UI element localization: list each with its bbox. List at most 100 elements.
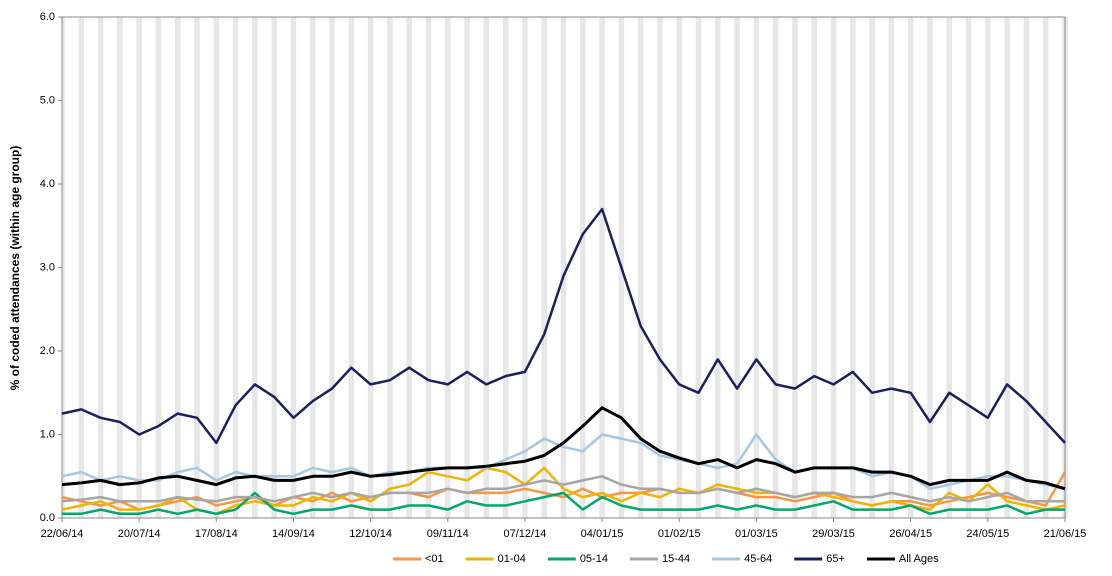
weekend-band bbox=[907, 17, 911, 518]
weekend-band bbox=[290, 17, 294, 518]
weekend-band bbox=[522, 17, 525, 518]
y-tick-label: 4.0 bbox=[40, 178, 55, 190]
weekend-band bbox=[155, 17, 159, 518]
weekend-band bbox=[621, 17, 625, 518]
weekend-band bbox=[274, 17, 277, 518]
x-tick-label: 20/07/14 bbox=[118, 528, 161, 540]
weekend-band bbox=[792, 17, 795, 518]
weekend-band bbox=[78, 17, 82, 518]
weekend-band bbox=[502, 17, 506, 518]
x-tick-label: 09/11/14 bbox=[427, 528, 469, 540]
x-tick-label: 22/06/14 bbox=[41, 528, 84, 540]
legend-label: 15-44 bbox=[662, 553, 690, 565]
y-tick-label: 3.0 bbox=[40, 261, 55, 273]
weekend-band bbox=[775, 17, 779, 518]
series-line bbox=[61, 466, 1066, 516]
weekend-band bbox=[1045, 17, 1049, 518]
x-tick-label: 29/03/15 bbox=[812, 528, 855, 540]
x-tick-label: 07/12/14 bbox=[504, 528, 547, 540]
weekend-band bbox=[640, 17, 644, 518]
y-tick-label: 2.0 bbox=[40, 345, 55, 357]
weekend-band bbox=[929, 17, 933, 518]
weekend-band bbox=[367, 17, 371, 518]
weekend-band bbox=[177, 17, 181, 518]
weekend-band bbox=[409, 17, 412, 518]
series-line bbox=[61, 207, 1066, 445]
weekend-band bbox=[910, 17, 914, 518]
weekend-band bbox=[232, 17, 236, 518]
weekend-band bbox=[659, 17, 663, 518]
weekend-band bbox=[428, 17, 432, 518]
weekend-band bbox=[927, 17, 930, 518]
weekend-band bbox=[734, 17, 738, 518]
series-line bbox=[62, 491, 1065, 516]
weekend-band bbox=[544, 17, 547, 518]
y-tick-label: 1.0 bbox=[40, 428, 55, 440]
weekend-band bbox=[370, 17, 374, 518]
legend-label: All Ages bbox=[899, 553, 939, 565]
weekend-band bbox=[852, 17, 856, 518]
weekend-band bbox=[637, 17, 641, 518]
weekend-band bbox=[483, 17, 487, 518]
weekend-band bbox=[1062, 17, 1065, 518]
weekend-band bbox=[486, 17, 490, 518]
weekend-band bbox=[949, 17, 953, 518]
weekend-band bbox=[158, 17, 162, 518]
weekend-band bbox=[560, 17, 564, 518]
weekend-band bbox=[329, 17, 333, 518]
x-tick-label: 14/09/14 bbox=[272, 528, 315, 540]
weekend-band bbox=[695, 17, 699, 518]
weekend-band bbox=[389, 17, 393, 518]
weekend-band bbox=[602, 17, 605, 518]
weekend-band bbox=[599, 17, 603, 518]
weekend-band bbox=[213, 17, 217, 518]
y-tick-label: 6.0 bbox=[40, 11, 55, 23]
weekend-band bbox=[946, 17, 950, 518]
legend-label: <01 bbox=[425, 553, 444, 565]
weekend-band bbox=[348, 17, 352, 518]
weekend-band bbox=[136, 17, 140, 518]
weekend-band bbox=[580, 17, 583, 518]
weekend-band bbox=[81, 17, 85, 518]
weekend-band bbox=[541, 17, 545, 518]
weekend-band bbox=[1026, 17, 1030, 518]
x-tick-label: 04/01/15 bbox=[581, 528, 624, 540]
x-tick-label: 01/03/15 bbox=[735, 528, 778, 540]
weekend-band bbox=[293, 17, 297, 518]
x-tick-label: 21/06/15 bbox=[1044, 528, 1087, 540]
weekend-band bbox=[814, 17, 818, 518]
weekend-band bbox=[968, 17, 972, 518]
weekend-band bbox=[464, 17, 468, 518]
weekend-band bbox=[985, 17, 988, 518]
weekend-band bbox=[891, 17, 895, 518]
weekend-band bbox=[117, 17, 120, 518]
weekend-band bbox=[216, 17, 220, 518]
weekend-band bbox=[197, 17, 200, 518]
weekend-band bbox=[563, 17, 567, 518]
weekend-band bbox=[833, 17, 837, 518]
weekend-band bbox=[872, 17, 875, 518]
weekend-band bbox=[582, 17, 586, 518]
y-tick-label: 0.0 bbox=[40, 512, 55, 524]
x-tick-label: 12/10/14 bbox=[349, 528, 392, 540]
weekend-band bbox=[753, 17, 757, 518]
weekend-band bbox=[387, 17, 390, 518]
weekend-band bbox=[447, 17, 451, 518]
weekend-band bbox=[794, 17, 798, 518]
weekend-band bbox=[698, 17, 702, 518]
weekend-band bbox=[657, 17, 660, 518]
weekend-band bbox=[811, 17, 815, 518]
weekend-band bbox=[174, 17, 178, 518]
weekend-band bbox=[1042, 17, 1046, 518]
legend-label: 05-14 bbox=[580, 553, 608, 565]
weekend-band bbox=[309, 17, 313, 518]
legend-label: 45-64 bbox=[744, 553, 772, 565]
weekend-band bbox=[737, 17, 740, 518]
weekend-band bbox=[254, 17, 258, 518]
weekend-band bbox=[271, 17, 275, 518]
x-tick-label: 17/08/14 bbox=[195, 528, 238, 540]
legend-label: 01-04 bbox=[498, 553, 526, 565]
x-tick-label: 26/04/15 bbox=[889, 528, 932, 540]
